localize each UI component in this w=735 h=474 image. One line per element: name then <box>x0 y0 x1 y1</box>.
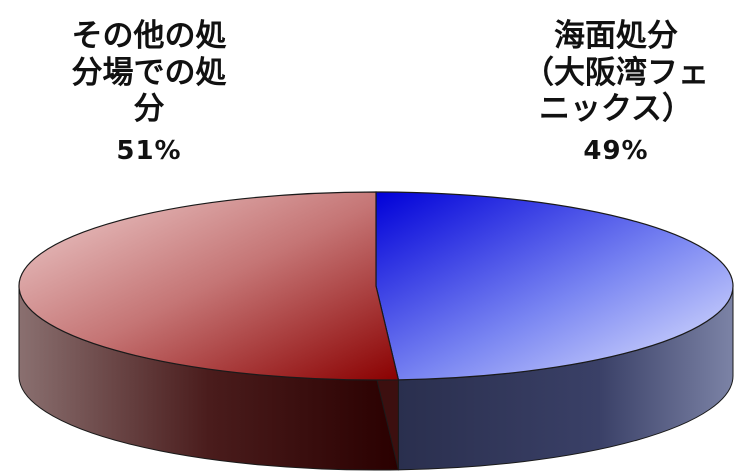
slice-label-line: ニックス） <box>538 91 694 128</box>
pie-slice-other-landfill <box>18 191 400 381</box>
slice-label-line: 分 <box>133 91 165 128</box>
slice-value-label: 49% <box>583 135 649 166</box>
slice-label-line: その他の処 <box>71 18 227 54</box>
pie-slice-sea-disposal <box>375 191 734 381</box>
slice-label-line: （大阪湾フェ <box>523 54 709 91</box>
slice-label-other-landfill: その他の処 分場での処 分 51% <box>34 18 264 166</box>
slice-label-line: 分場での処 <box>71 54 227 91</box>
slice-label-sea-disposal: 海面処分 （大阪湾フェ ニックス） 49% <box>498 18 734 166</box>
slice-label-line: 海面処分 <box>554 18 678 54</box>
pie-tops <box>18 191 734 381</box>
slice-value-label: 51% <box>116 135 182 166</box>
